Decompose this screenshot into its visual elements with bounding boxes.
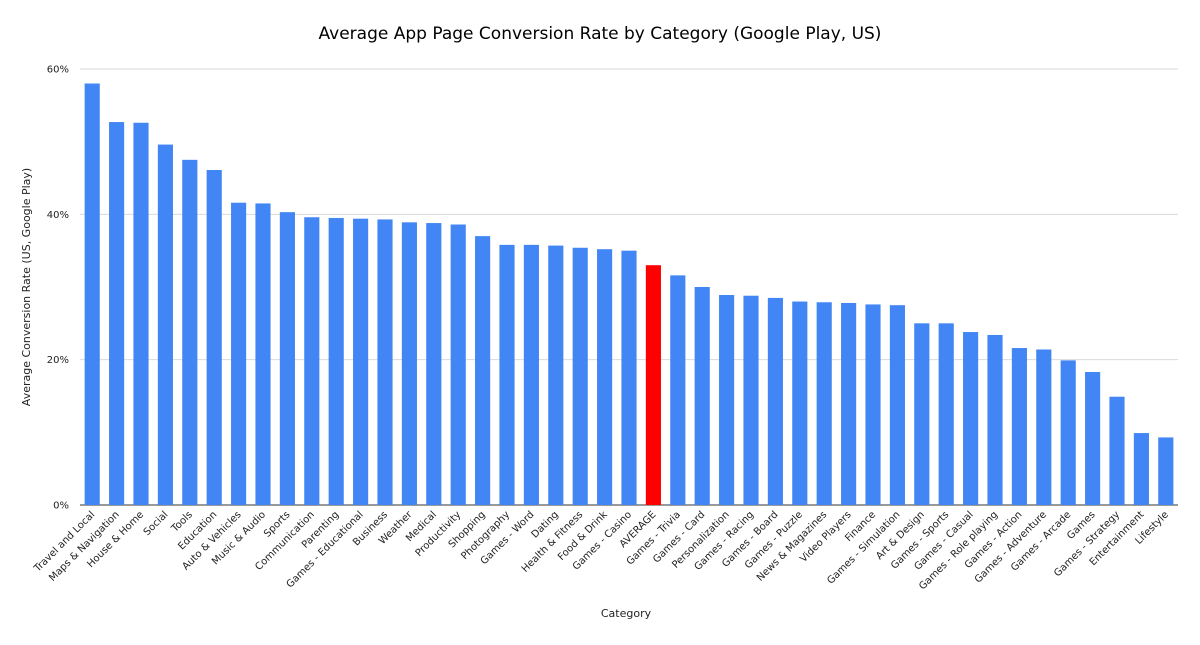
bar (1011, 348, 1027, 505)
y-tick-label: 0% (53, 501, 69, 512)
bar (719, 294, 735, 505)
bar (1036, 349, 1052, 505)
bar (499, 244, 515, 505)
bar (1133, 433, 1149, 505)
bar (304, 217, 320, 506)
bar (841, 302, 857, 505)
bar (157, 144, 173, 505)
bar (865, 304, 881, 505)
bar (279, 212, 295, 505)
y-tick-label: 40% (47, 210, 69, 221)
bar (231, 202, 247, 505)
bar (523, 244, 539, 505)
bar (1158, 437, 1174, 505)
bar (938, 323, 954, 505)
y-tick-label: 60% (47, 65, 69, 76)
bar (206, 170, 222, 505)
bar (670, 275, 686, 505)
bar (1109, 396, 1125, 505)
x-tick-label: Social (142, 509, 171, 538)
bar (401, 222, 417, 505)
bar (621, 250, 637, 505)
bar (109, 122, 125, 506)
y-axis-ticks: 0% 20% 40% 60% (47, 65, 69, 512)
bar (963, 332, 979, 505)
bars (84, 83, 1174, 506)
bar-average (645, 265, 661, 505)
bar (426, 223, 442, 506)
bar (182, 159, 198, 505)
bar (1085, 372, 1101, 505)
bar (84, 83, 100, 505)
bar (328, 217, 344, 505)
bar (548, 245, 564, 505)
bar (987, 334, 1003, 505)
bar (889, 305, 905, 505)
bar (133, 122, 149, 506)
bar (597, 249, 613, 505)
bar (816, 302, 832, 505)
bar (353, 218, 369, 505)
bar (450, 224, 466, 505)
chart-title: Average App Page Conversion Rate by Cate… (319, 24, 882, 44)
x-axis-title: Category (601, 607, 652, 620)
bar (767, 297, 783, 505)
bar (914, 323, 930, 505)
bar (255, 203, 271, 505)
bar (1060, 360, 1076, 505)
bar (694, 287, 710, 505)
bar (743, 295, 759, 505)
y-axis-title: Average Conversion Rate (US, Google Play… (20, 168, 33, 406)
bar (572, 247, 588, 505)
y-tick-label: 20% (47, 355, 69, 366)
bar (377, 219, 393, 506)
bar (475, 236, 491, 505)
bar (792, 301, 808, 505)
